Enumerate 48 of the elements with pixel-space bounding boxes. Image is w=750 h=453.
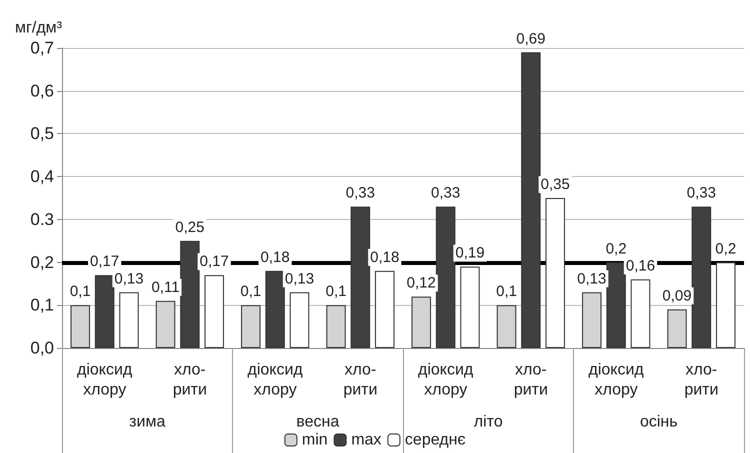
text: весна xyxy=(296,414,340,430)
y-tick-label: 0.3 xyxy=(30,210,54,229)
data-label: 0,16 xyxy=(626,257,656,274)
y-tick-label: 0,4 xyxy=(30,167,54,186)
data-label: 0,2 xyxy=(715,240,736,258)
text: осінь xyxy=(640,414,678,430)
x-tick-label: хло- рити xyxy=(514,362,548,398)
data-label: 0,69 xyxy=(516,30,546,48)
data-label: 0,1 xyxy=(240,283,262,300)
data-label: 0,12 xyxy=(406,274,436,292)
legend-label: min xyxy=(302,432,328,448)
x-tick-label: хло- рити xyxy=(172,362,207,398)
data-label: 0,17 xyxy=(200,253,229,270)
legend-label: max xyxy=(351,432,382,448)
data-label: 0,33 xyxy=(686,184,716,202)
y-tick-label: 0,2 xyxy=(30,252,54,272)
data-label: 0,35 xyxy=(540,176,570,193)
y-axis-title: мг/дм³ xyxy=(15,20,63,36)
x-tick-label: хло- рити xyxy=(684,362,718,398)
y-tick-label: 0,7 xyxy=(30,38,54,58)
data-label: 0,2 xyxy=(606,240,627,258)
data-label: 0,11 xyxy=(151,278,180,296)
x-tick-label: діоксид хлору xyxy=(77,362,133,398)
text: зима xyxy=(129,414,166,430)
y-tick-label: 0,1 xyxy=(30,296,54,315)
x-tick-label: діоксид хлору xyxy=(418,362,474,398)
data-label: 0,19 xyxy=(455,244,485,262)
data-label: 0,13 xyxy=(577,270,606,288)
data-label: 0,13 xyxy=(284,270,314,288)
data-label: 0,33 xyxy=(346,184,375,202)
legend-label: середнє xyxy=(404,432,466,448)
data-label: 0,18 xyxy=(260,248,290,266)
y-tick-label: 0,0 xyxy=(30,338,54,358)
data-label: 0,1 xyxy=(326,283,346,300)
data-label: 0,25 xyxy=(175,218,204,236)
data-label: 0,17 xyxy=(90,253,120,270)
data-label: 0,1 xyxy=(496,283,517,300)
data-label: 0,09 xyxy=(662,287,692,304)
data-label: 0,33 xyxy=(431,184,460,202)
y-tick-label: 0,5 xyxy=(30,124,54,144)
x-tick-label: діоксид хлору xyxy=(248,362,304,398)
data-label: 0,18 xyxy=(370,248,400,266)
x-tick-label: хло- рити xyxy=(343,362,378,398)
x-tick-label: діоксид хлору xyxy=(588,362,644,398)
y-tick-label: 0,6 xyxy=(30,81,54,100)
text: літо xyxy=(474,414,503,430)
data-label: 0,1 xyxy=(70,283,91,300)
data-label: 0,13 xyxy=(114,270,144,288)
